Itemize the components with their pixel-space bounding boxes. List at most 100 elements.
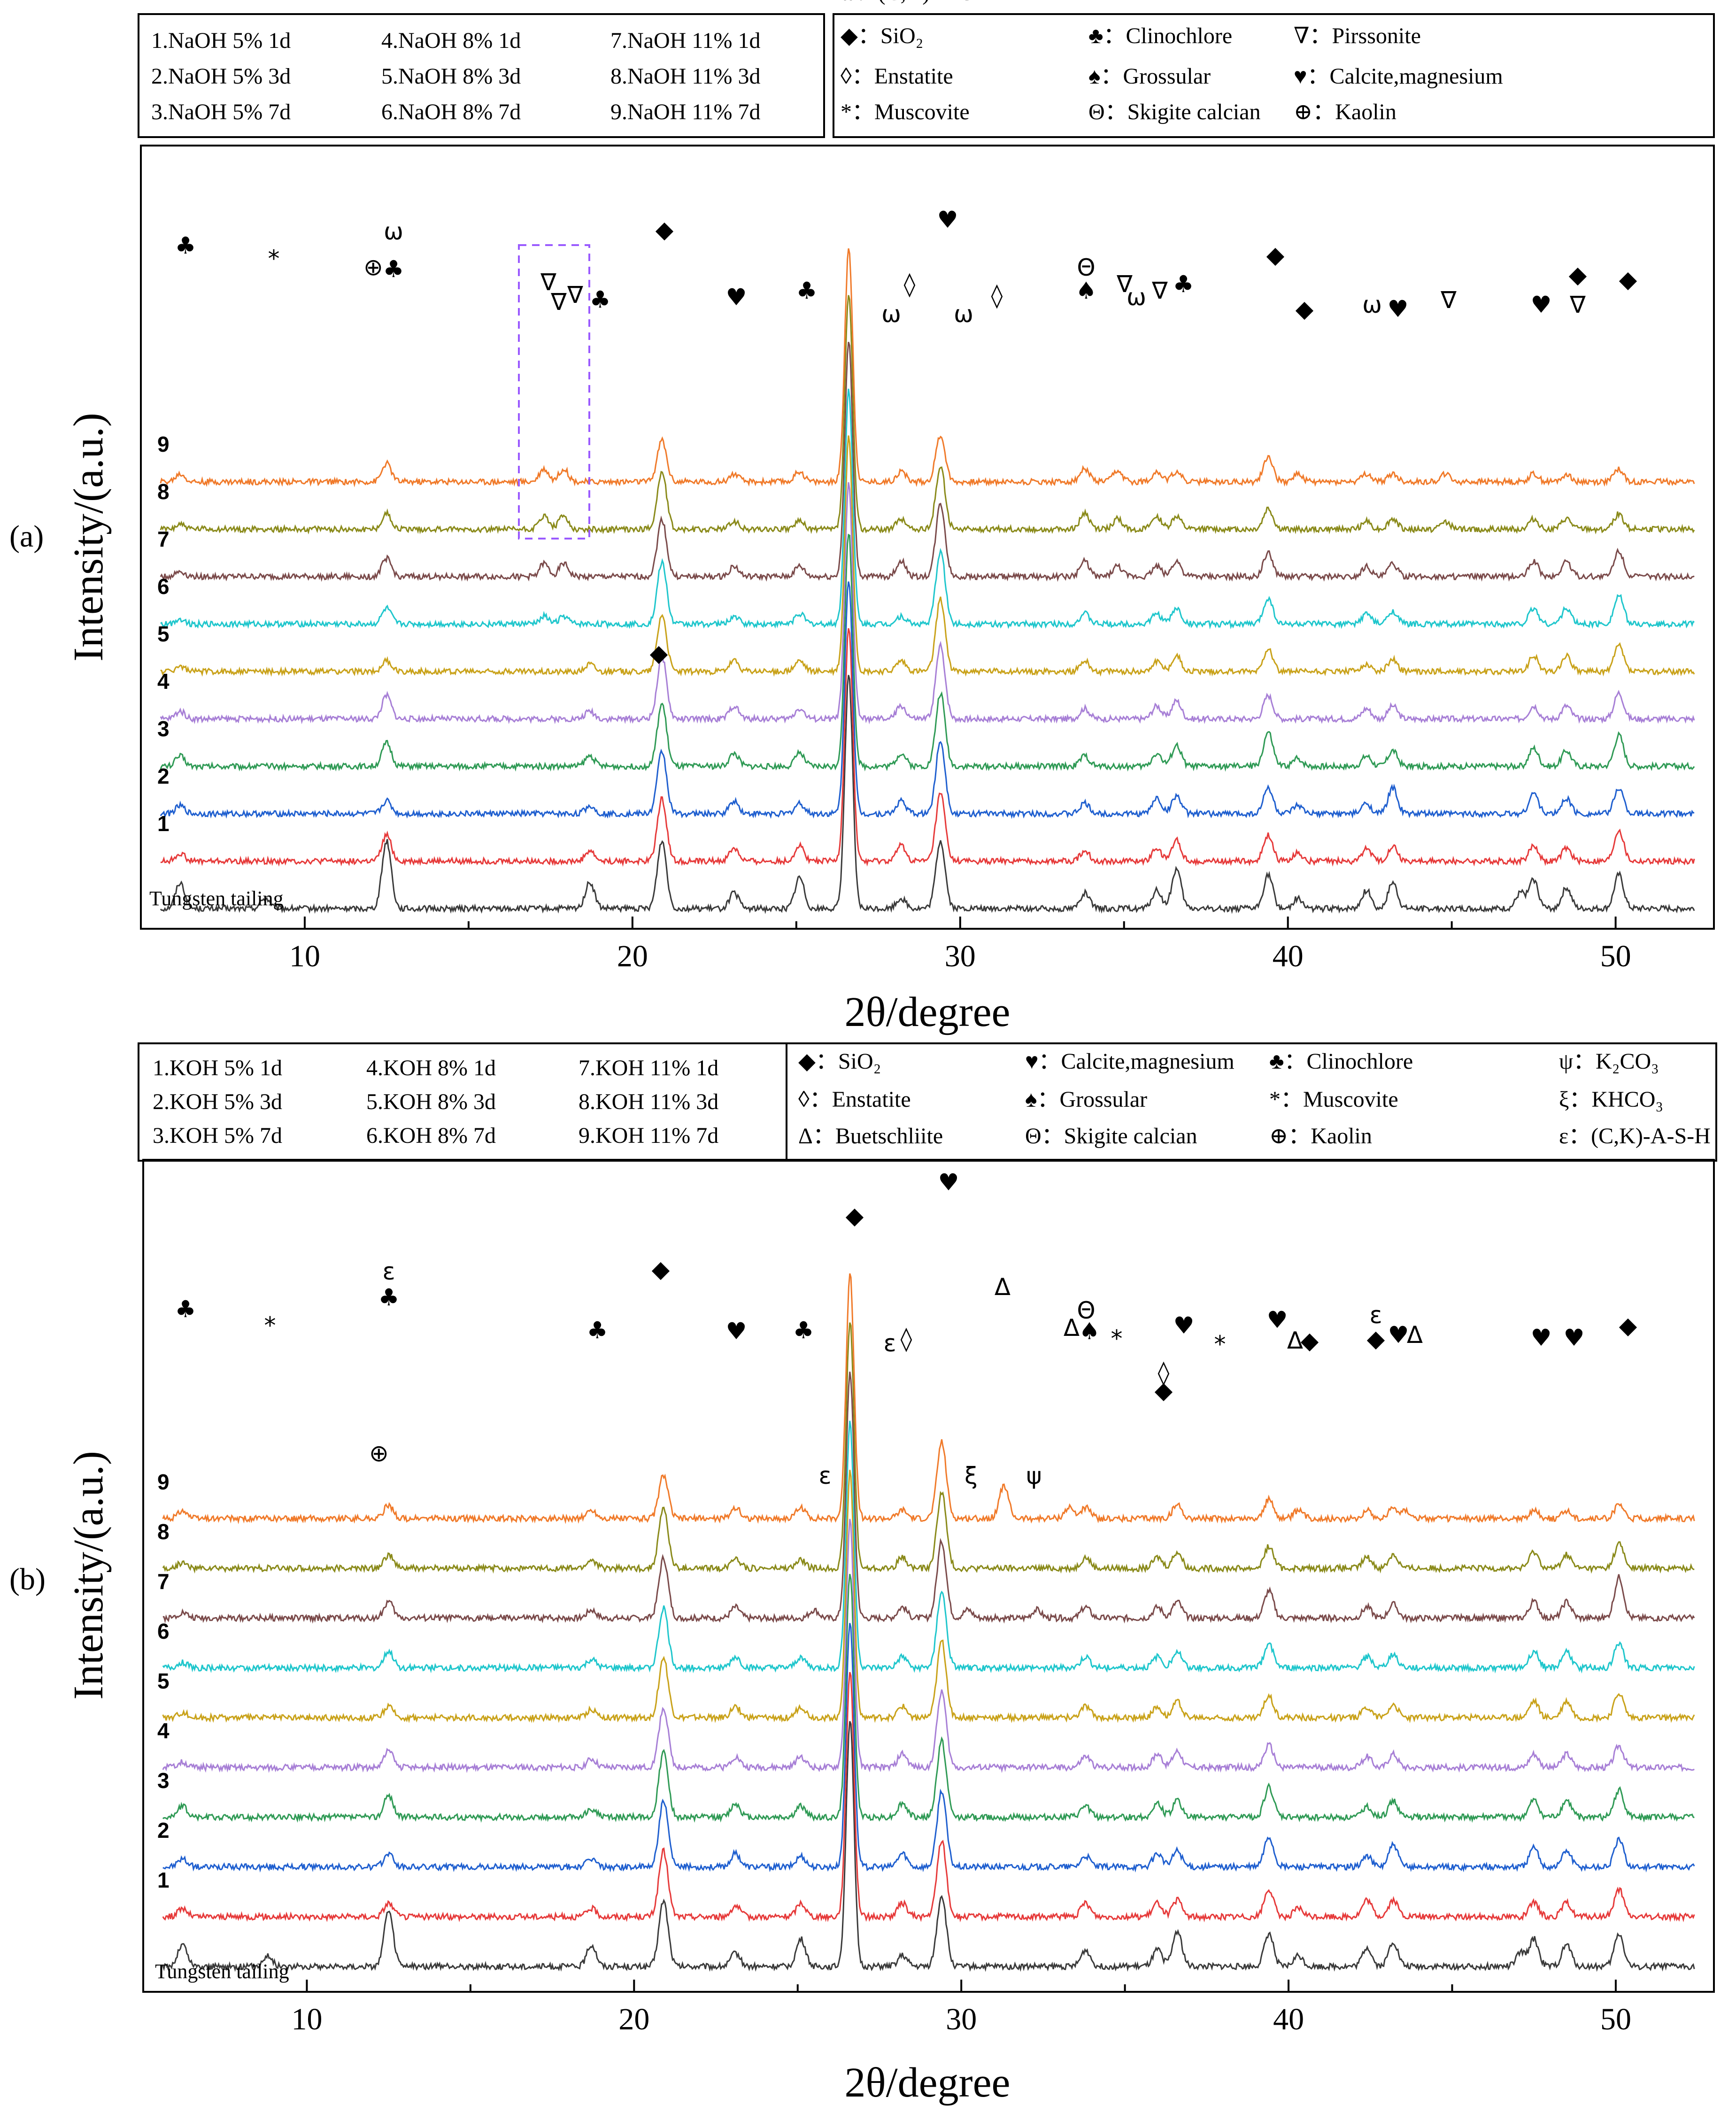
trace-series-8 bbox=[160, 295, 1695, 535]
series-label: 4 bbox=[157, 1719, 170, 1743]
legend-entry: 8.NaOH 11% 3d bbox=[610, 64, 761, 89]
trace-series-5 bbox=[162, 1470, 1695, 1723]
series-label: 7 bbox=[157, 527, 170, 551]
series-label: 3 bbox=[157, 717, 170, 741]
panel-a-y-axis-title: Intensity/(a.u.) bbox=[65, 413, 112, 662]
legend-entry: 1.NaOH 5% 1d bbox=[151, 28, 291, 53]
peak-marker: ♥ bbox=[1267, 1306, 1288, 1334]
series-label: 8 bbox=[157, 1519, 170, 1544]
phase-legend-entry: ⊕：Kaolin bbox=[1269, 1124, 1372, 1149]
legend-entry: 2.NaOH 5% 3d bbox=[151, 64, 291, 89]
peak-marker: ∇ bbox=[1116, 270, 1133, 298]
panel-a-phase-legend: ◆：SiO₂ ♣：Clinochlore ∇：Pirssonite ◊：Enstati… bbox=[841, 0, 1503, 124]
peak-marker: ◆ bbox=[1266, 241, 1285, 269]
peak-marker: ω bbox=[881, 301, 901, 328]
peak-marker: ξ bbox=[964, 1462, 978, 1489]
peak-marker: ∇ bbox=[1151, 277, 1168, 304]
phase-legend-entry: ♣：Clinochlore bbox=[1269, 1049, 1413, 1074]
phase-legend-entry: ♥：Calcite,magnesium bbox=[1294, 64, 1503, 89]
phase-legend-entry: ψ：K₂CO₃ bbox=[1559, 1049, 1659, 1074]
x-tick-label: 10 bbox=[289, 939, 320, 973]
series-label: 4 bbox=[157, 669, 170, 694]
panel-a-plot-frame bbox=[140, 145, 1715, 930]
panel-b-peak-markers: ♣*ε♣♣◆♥ ♣ ε ◊◆♥ΔΔΘ♠ *◊◆♥*♥Δ◆ε◆ ♥Δ ♥ ♥ ◆⊕ε ξ ψ bbox=[175, 1169, 1637, 1489]
phase-legend-entry: *：Muscovite bbox=[1269, 1087, 1398, 1112]
trace-series-3 bbox=[162, 1573, 1695, 1823]
panel-b: 1.KOH 5% 1d 4.KOH 8% 1d 7.KOH 11% 1d 2.K… bbox=[9, 1042, 1717, 2106]
legend-entry: 6.NaOH 8% 7d bbox=[381, 100, 521, 124]
peak-marker: ∇ bbox=[550, 288, 567, 316]
series-label: 2 bbox=[157, 1818, 170, 1843]
peak-marker: ◊ bbox=[904, 270, 916, 298]
phase-legend-entry: ◆：SiO₂ bbox=[798, 1049, 881, 1074]
legend-entry: 4.KOH 8% 1d bbox=[366, 1056, 496, 1080]
panel-b-conditions-legend: 1.KOH 5% 1d 4.KOH 8% 1d 7.KOH 11% 1d 2.K… bbox=[153, 1056, 718, 1148]
peak-marker: ♠ bbox=[1079, 1318, 1100, 1345]
panel-b-plot-frame bbox=[142, 1159, 1715, 1993]
panel-b-baseline-label: Tungsten tailing bbox=[155, 1960, 289, 1983]
series-label: 5 bbox=[157, 1669, 170, 1693]
peak-marker: ◆ bbox=[1619, 1312, 1637, 1339]
x-tick-label: 50 bbox=[1600, 2002, 1631, 2036]
peak-marker: ♣ bbox=[1173, 270, 1194, 298]
series-label: 1 bbox=[157, 1868, 170, 1892]
series-label: 7 bbox=[157, 1569, 170, 1594]
series-label: 1 bbox=[157, 811, 170, 836]
peak-marker: ⊕ bbox=[363, 254, 383, 281]
series-label: 9 bbox=[157, 1470, 170, 1494]
legend-entry: 5.KOH 8% 3d bbox=[366, 1089, 496, 1114]
peak-marker: Δ bbox=[1407, 1321, 1423, 1349]
peak-marker: ◆ bbox=[1301, 1327, 1319, 1354]
trace-series-3 bbox=[160, 533, 1695, 772]
panel-a-phase-legend-box bbox=[833, 13, 1715, 138]
panel-b-x-axis: 10 20 30 40 50 bbox=[291, 1980, 1631, 2036]
peak-marker: Θ bbox=[1077, 1297, 1095, 1324]
peak-marker: * bbox=[1214, 1331, 1226, 1358]
legend-entry: 1.KOH 5% 1d bbox=[153, 1056, 282, 1080]
peak-marker: ⊕ bbox=[369, 1440, 389, 1467]
peak-marker: ◊ bbox=[1158, 1359, 1170, 1386]
phase-legend-entry: ♠：Grossular bbox=[1088, 64, 1211, 89]
legend-entry: 3.KOH 5% 7d bbox=[153, 1123, 282, 1148]
panel-a-x-axis-title: 2θ/degree bbox=[845, 989, 1011, 1035]
phase-legend-entry: ∇：Pirssonite bbox=[1294, 23, 1421, 48]
phase-legend-entry: ♣：Clinochlore bbox=[1088, 23, 1232, 48]
series-label: 6 bbox=[157, 1619, 170, 1643]
peak-marker: ◊ bbox=[901, 1325, 912, 1352]
trace-series-1 bbox=[160, 628, 1695, 867]
phase-legend-entry: *：Muscovite bbox=[841, 100, 970, 124]
phase-legend-entry: ◆：SiO₂ bbox=[841, 23, 923, 48]
panel-a-series-labels: 1 2 3 4 5 6 7 8 9 bbox=[157, 432, 170, 836]
peak-marker: Δ bbox=[1064, 1314, 1080, 1342]
x-tick-label: 50 bbox=[1600, 939, 1631, 973]
peak-marker: ◆ bbox=[1367, 1325, 1385, 1352]
peak-marker: ∇ bbox=[1440, 286, 1457, 314]
phase-legend-entry: Θ：Skigite calcian bbox=[1088, 100, 1261, 124]
phase-legend-entry: Δ：Buetschliite bbox=[798, 1124, 943, 1149]
trace-series-1 bbox=[162, 1672, 1695, 1922]
peak-marker: ∇ bbox=[540, 269, 556, 296]
peak-marker: ♥ bbox=[1531, 1324, 1552, 1351]
phase-legend-entry: ♥：Calcite,magnesium bbox=[1025, 1049, 1234, 1074]
peak-marker: ♥ bbox=[1388, 295, 1409, 323]
peak-marker: ♠ bbox=[1076, 277, 1097, 304]
trace-series-7 bbox=[162, 1372, 1695, 1624]
panel-a-baseline-label: Tungsten tailing bbox=[149, 887, 284, 910]
peak-marker: ∇ bbox=[1569, 291, 1586, 318]
trace-series-4 bbox=[160, 482, 1695, 725]
legend-entry: 4.NaOH 8% 1d bbox=[381, 28, 521, 53]
series-label: 8 bbox=[157, 479, 170, 504]
trace-series-8 bbox=[162, 1322, 1695, 1574]
trace-series-5 bbox=[160, 435, 1695, 677]
peak-marker: ◆ bbox=[846, 1202, 864, 1229]
x-tick-label: 40 bbox=[1273, 2002, 1304, 2036]
legend-entry: 8.KOH 11% 3d bbox=[579, 1089, 718, 1114]
panel-a-conditions-legend-box bbox=[138, 13, 825, 138]
peak-marker: ♣ bbox=[587, 1317, 608, 1344]
peak-marker: * bbox=[1111, 1325, 1123, 1352]
peak-marker: ψ bbox=[1026, 1462, 1042, 1489]
peak-marker: ω bbox=[384, 218, 403, 245]
x-tick-label: 20 bbox=[617, 939, 648, 973]
peak-marker: ♥ bbox=[1173, 1312, 1195, 1339]
